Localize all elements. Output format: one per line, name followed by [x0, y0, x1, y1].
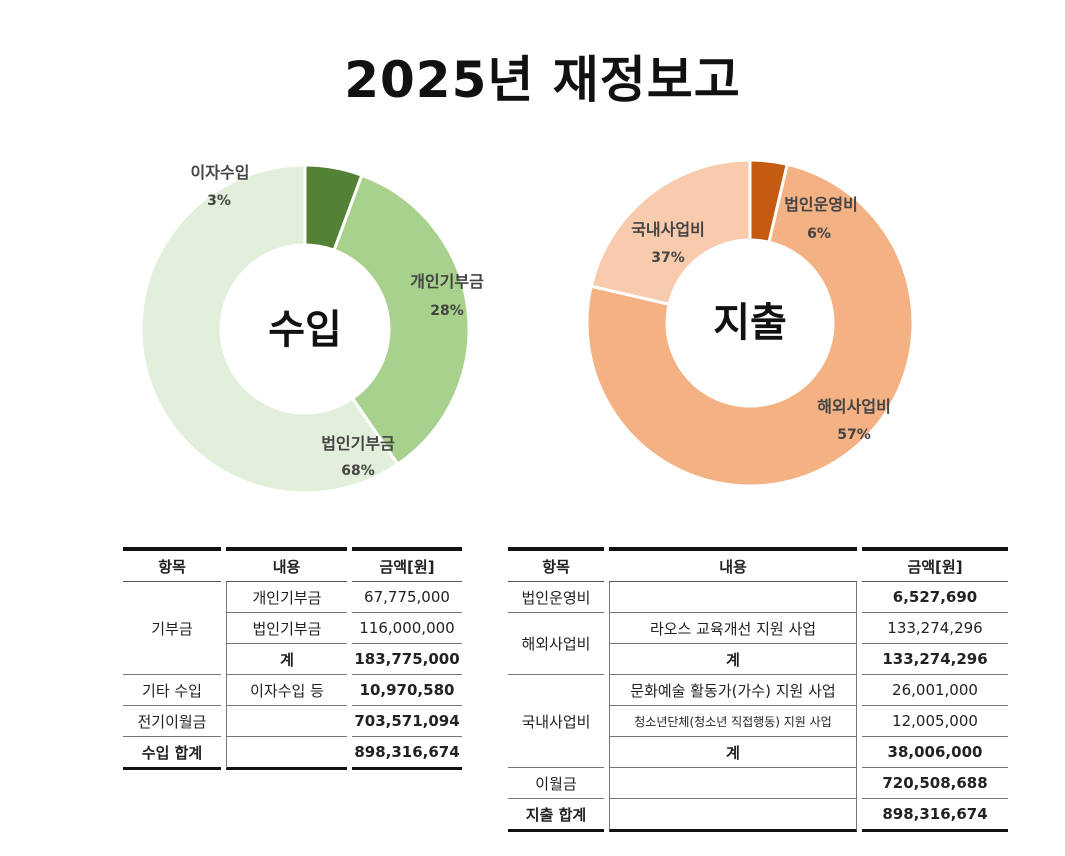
income-label-interest: 이자수입	[191, 163, 250, 182]
expense-domestic-subtotal-label: 계	[609, 737, 857, 768]
income-donation-group: 기부금	[123, 582, 221, 675]
expense-domestic-subtotal-amount: 38,006,000	[862, 737, 1008, 768]
expense-overseas-item: 해외사업비	[508, 613, 604, 675]
income-center-label: 수입	[268, 307, 342, 353]
expense-overseas-subtotal-amount: 133,274,296	[862, 644, 1008, 675]
income-label-personal: 개인기부금	[410, 272, 484, 291]
expense-pct-domestic: 37%	[651, 250, 685, 266]
table-row: 청소년단체(청소년 직접행동) 지원 사업 12,005,000	[508, 706, 1008, 737]
income-header-item: 항목	[123, 547, 221, 582]
table-row: 기타 수입 이자수입 등 10,970,580	[123, 675, 462, 706]
table-row: 이월금 720,508,688	[508, 768, 1008, 799]
income-donut-chart: 수입 이자수입 3% 개인기부금 28% 법인기부금 68%	[139, 163, 484, 495]
income-amount-cell: 116,000,000	[352, 613, 462, 644]
expense-slices	[585, 158, 915, 488]
table-row: 계 133,274,296	[508, 644, 1008, 675]
expense-amount-cell: 12,005,000	[862, 706, 1008, 737]
income-subtotal-label: 계	[226, 644, 347, 675]
income-total-label: 수입 합계	[123, 737, 221, 770]
income-header-amount: 금액[원]	[352, 547, 462, 582]
income-carryover-item: 전기이월금	[123, 706, 221, 737]
income-content-cell: 법인기부금	[226, 613, 347, 644]
income-total-amount: 898,316,674	[352, 737, 462, 770]
expense-content-cell: 라오스 교육개선 지원 사업	[609, 613, 857, 644]
expense-donut-chart: 지출 법인운영비 6% 해외사업비 57% 국내사업비 37%	[585, 158, 915, 488]
income-content-cell: 개인기부금	[226, 582, 347, 613]
income-slice-2	[332, 173, 471, 467]
income-carryover-content	[226, 706, 347, 737]
expense-overseas-subtotal-label: 계	[609, 644, 857, 675]
expense-content-cell: 문화예술 활동가(가수) 지원 사업	[609, 675, 857, 706]
expense-domestic-item: 국내사업비	[508, 675, 604, 768]
income-slice-3	[139, 163, 400, 495]
expense-table: 항목 내용 금액[원] 법인운영비 6,527,690 해외사업비 라오스 교육…	[508, 547, 1008, 832]
table-row: 지출 합계 898,316,674	[508, 799, 1008, 832]
income-header-content: 내용	[226, 547, 347, 582]
expense-slice-2	[585, 162, 915, 488]
income-subtotal-amount: 183,775,000	[352, 644, 462, 675]
table-row: 해외사업비 라오스 교육개선 지원 사업 133,274,296	[508, 613, 1008, 675]
expense-carryover-content	[609, 768, 857, 799]
expense-label-domestic: 국내사업비	[631, 220, 705, 239]
expense-header-item: 항목	[508, 547, 604, 582]
income-slices	[139, 163, 471, 495]
expense-corporate-item: 법인운영비	[508, 582, 604, 613]
income-amount-cell: 67,775,000	[352, 582, 462, 613]
table-row: 계 183,775,000	[123, 644, 462, 675]
table-row: 수입 합계 898,316,674	[123, 737, 462, 770]
income-total-content	[226, 737, 347, 770]
income-carryover-amount: 703,571,094	[352, 706, 462, 737]
income-other-content: 이자수입 등	[226, 675, 347, 706]
income-pct-interest: 3%	[207, 193, 231, 209]
table-row: 법인기부금 116,000,000	[123, 613, 462, 644]
expense-label-corporate: 법인운영비	[784, 195, 858, 214]
expense-header-content: 내용	[609, 547, 857, 582]
table-row: 계 38,006,000	[508, 737, 1008, 768]
income-other-amount: 10,970,580	[352, 675, 462, 706]
table-row: 전기이월금 703,571,094	[123, 706, 462, 737]
expense-total-content	[609, 799, 857, 832]
expense-center-label: 지출	[713, 300, 787, 346]
expense-pct-corporate: 6%	[807, 226, 831, 242]
expense-content-cell: 청소년단체(청소년 직접행동) 지원 사업	[609, 706, 857, 737]
expense-corporate-content	[609, 582, 857, 613]
table-row: 국내사업비 문화예술 활동가(가수) 지원 사업 26,001,000	[508, 675, 1008, 768]
expense-corporate-amount: 6,527,690	[862, 582, 1008, 613]
table-row: 기부금 개인기부금 67,775,000	[123, 582, 462, 675]
expense-label-overseas: 해외사업비	[817, 397, 891, 416]
expense-carryover-amount: 720,508,688	[862, 768, 1008, 799]
expense-header-row: 항목 내용 금액[원]	[508, 547, 1008, 582]
expense-amount-cell: 133,274,296	[862, 613, 1008, 644]
expense-total-label: 지출 합계	[508, 799, 604, 832]
income-table: 항목 내용 금액[원] 기부금 개인기부금 67,775,000 법인기부금 1…	[123, 547, 462, 770]
income-label-corporate: 법인기부금	[321, 434, 395, 453]
report-title: 2025년 재정보고	[344, 51, 741, 109]
expense-pct-overseas: 57%	[837, 427, 871, 443]
expense-carryover-item: 이월금	[508, 768, 604, 799]
income-other-item: 기타 수입	[123, 675, 221, 706]
income-pct-corporate: 68%	[341, 463, 375, 479]
expense-slice-3	[589, 158, 752, 307]
expense-total-amount: 898,316,674	[862, 799, 1008, 832]
income-header-row: 항목 내용 금액[원]	[123, 547, 462, 582]
expense-header-amount: 금액[원]	[862, 547, 1008, 582]
income-pct-personal: 28%	[430, 303, 464, 319]
table-row: 법인운영비 6,527,690	[508, 582, 1008, 613]
expense-amount-cell: 26,001,000	[862, 675, 1008, 706]
